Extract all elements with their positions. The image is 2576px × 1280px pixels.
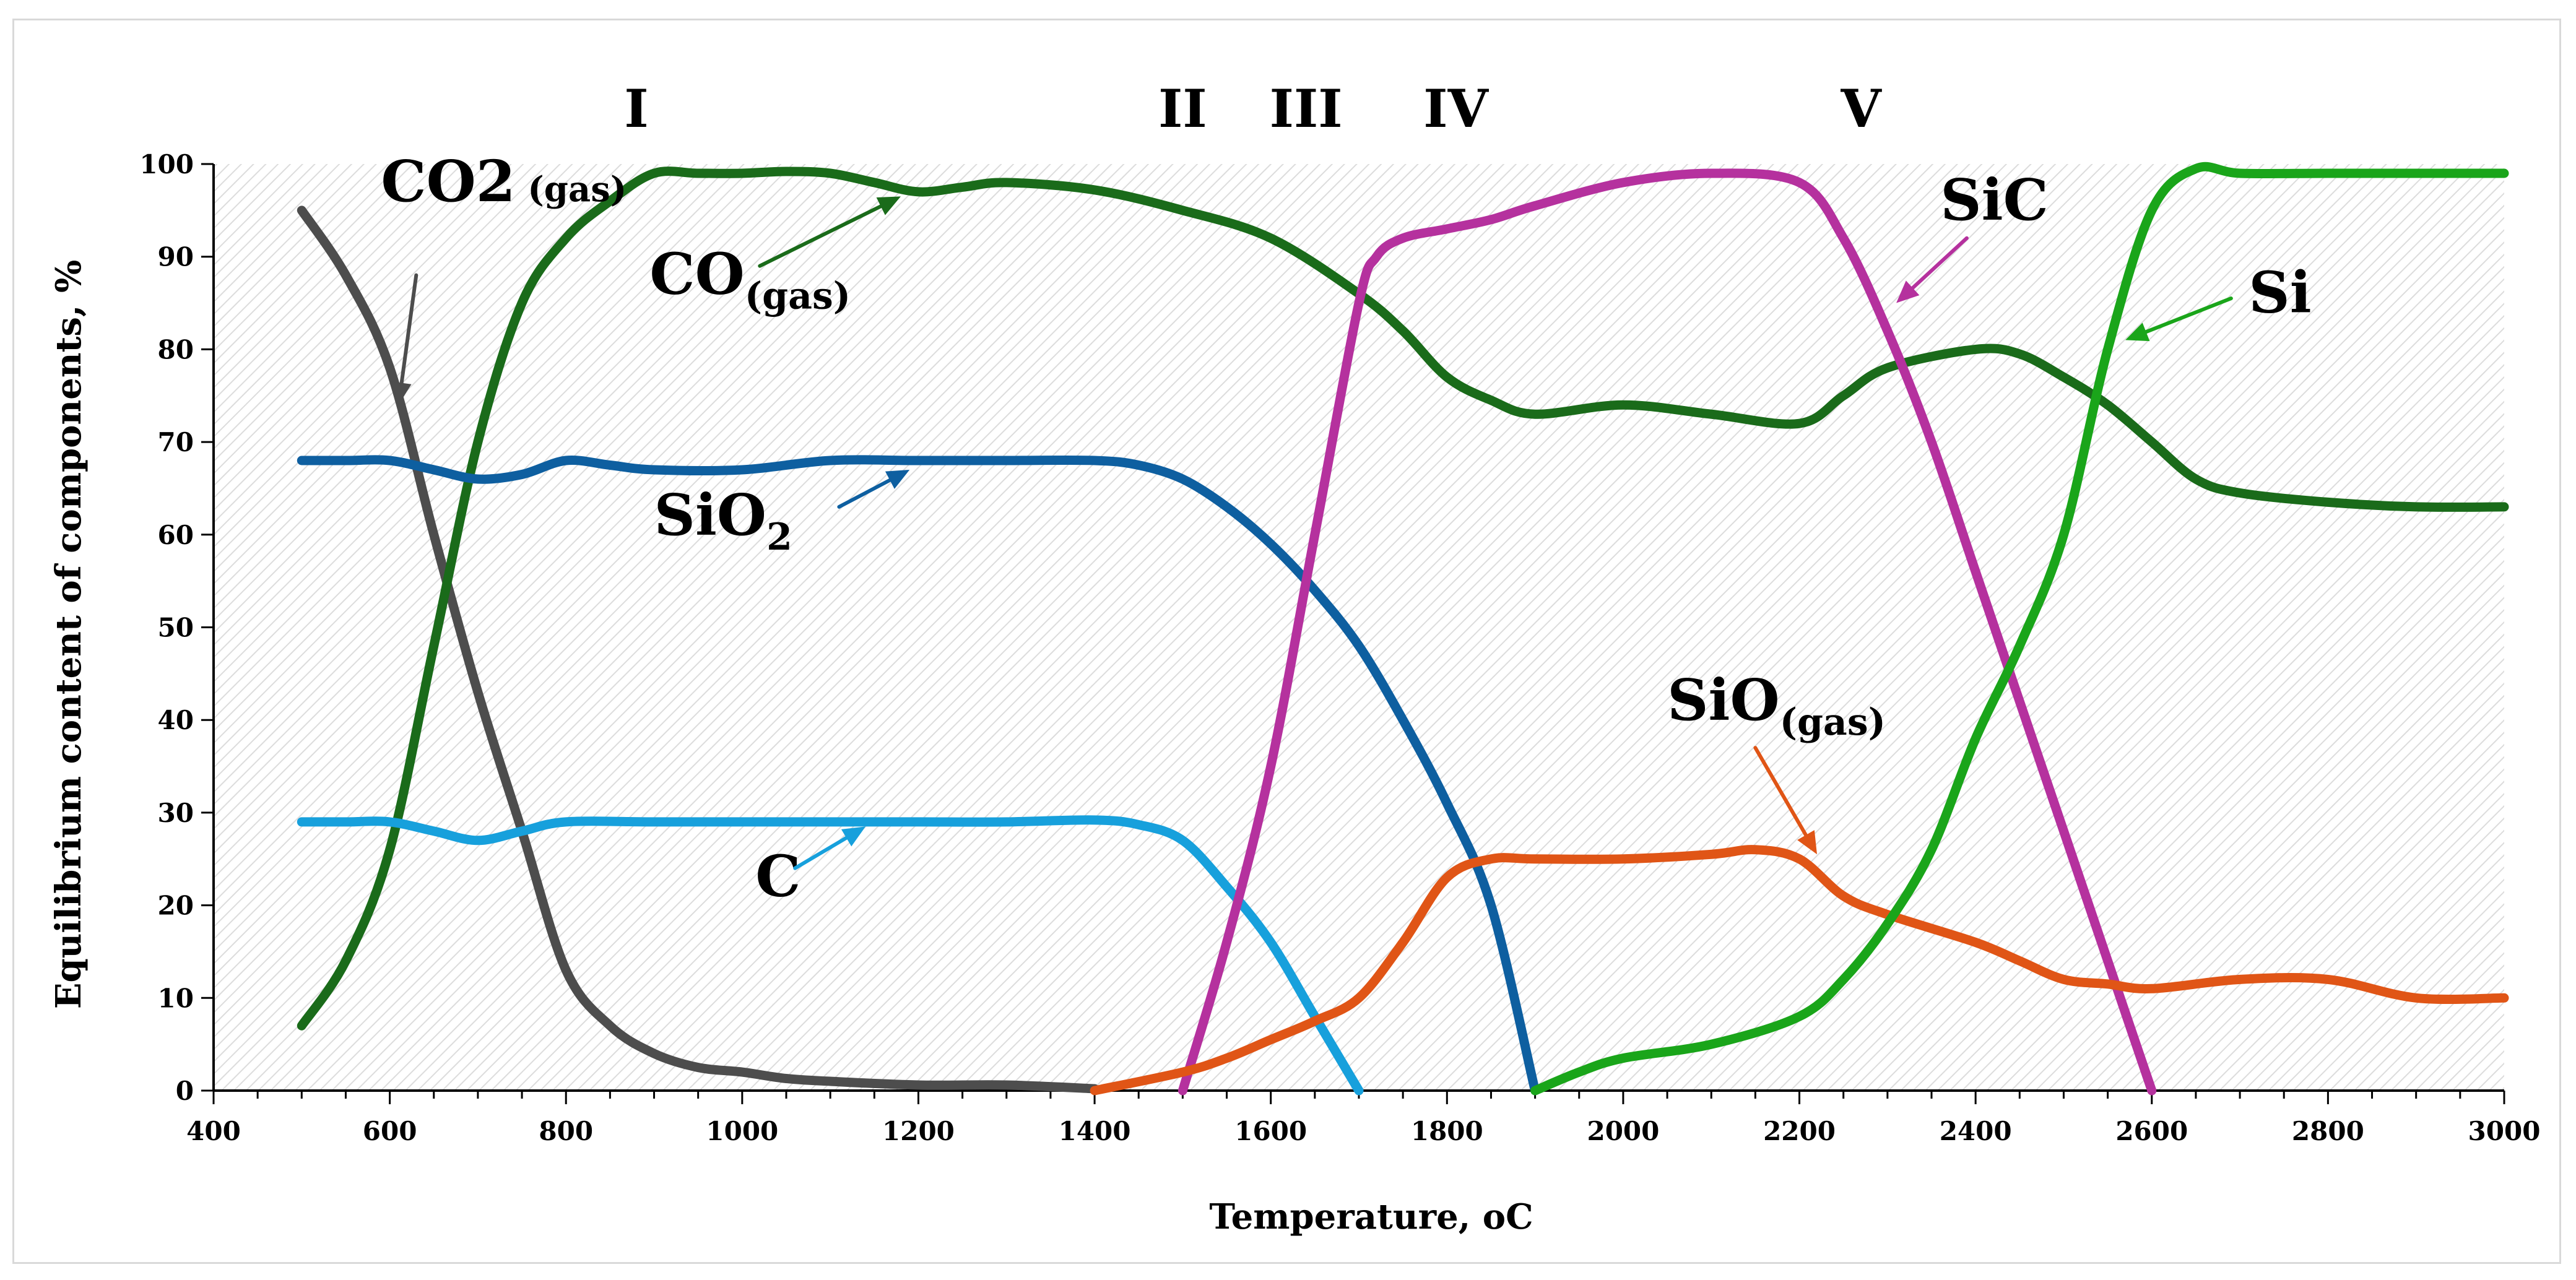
y-tick-label: 80 xyxy=(158,334,194,365)
x-tick-label: 1000 xyxy=(706,1116,778,1146)
x-tick-label: 400 xyxy=(186,1116,241,1146)
series-label-sio2: SiO2 xyxy=(654,482,792,559)
series-line-co-gas xyxy=(297,166,2509,1031)
x-axis-title-text: Temperature, xyxy=(1209,1196,1482,1237)
series-label-subscript: (gas) xyxy=(1780,701,1886,744)
y-tick-label: 70 xyxy=(158,427,194,457)
y-ticks: 0 10 20 30 40 50 60 70 80 90 100 xyxy=(139,149,214,1106)
series-label-main: SiO xyxy=(654,482,767,548)
series-label-main: SiO xyxy=(1667,667,1780,733)
arrow-shaft-si xyxy=(2144,296,2233,334)
stage-labels: I II III IV V xyxy=(624,78,1882,139)
series-label-si: Si xyxy=(2249,259,2311,326)
x-axis-unit: oC xyxy=(1483,1196,1533,1237)
y-tick-label: 10 xyxy=(158,983,194,1013)
x-tick-label: 3000 xyxy=(2468,1116,2541,1146)
x-ticks: 400 600 800 1000 1200 1400 1600 1800 2000 2200 240… xyxy=(186,1091,2540,1146)
x-tick-label: 800 xyxy=(539,1116,593,1146)
y-tick-label: 20 xyxy=(158,891,194,921)
series-line-sic xyxy=(1177,168,2157,1096)
stage-label-iv: IV xyxy=(1423,78,1489,139)
series-label-subscript: (gas) xyxy=(745,275,851,318)
axes: 400 600 800 1000 1200 1400 1600 1800 2000 2200 240… xyxy=(139,149,2540,1146)
x-tick-label: 1600 xyxy=(1234,1116,1307,1146)
arrow-shaft-sic xyxy=(1910,236,1969,290)
x-tick-label: 1200 xyxy=(882,1116,955,1146)
stage-label-iii: III xyxy=(1270,78,1343,139)
arrow-head-c xyxy=(841,826,866,847)
y-tick-label: 100 xyxy=(139,149,194,179)
arrow-shaft-sio2 xyxy=(837,478,892,509)
series-label-main: CO xyxy=(649,241,744,308)
y-tick-label: 0 xyxy=(176,1076,194,1106)
arrow-head-sic xyxy=(1896,280,1920,303)
x-tick-label: 2000 xyxy=(1587,1116,1659,1146)
arrow-head-sio-gas xyxy=(1797,830,1817,855)
series-line-co2-gas xyxy=(297,205,1099,1094)
series-label-co2-gas: CO2 (gas) xyxy=(381,148,627,215)
x-tick-label: 1800 xyxy=(1411,1116,1483,1146)
arrow-shaft-co2-gas xyxy=(399,273,418,385)
series-label-sic: SiC xyxy=(1940,166,2049,233)
arrow-shaft-co-gas xyxy=(758,204,883,268)
x-tick-label: 600 xyxy=(363,1116,417,1146)
series-line-sio2 xyxy=(297,455,1540,1096)
y-axis-title: Equilibrium content of components, % xyxy=(48,260,89,1009)
x-tick-label: 2600 xyxy=(2115,1116,2188,1146)
x-tick-label: 2800 xyxy=(2292,1116,2364,1146)
arrow-head-co2-gas xyxy=(391,381,412,405)
arrow-head-si xyxy=(2125,322,2150,342)
y-tick-label: 90 xyxy=(158,242,194,272)
series-label-co-gas: CO(gas) xyxy=(649,241,851,318)
arrow-head-sio2 xyxy=(885,470,910,489)
series-label-main: SiC xyxy=(1940,166,2049,233)
y-tick-label: 60 xyxy=(158,520,194,550)
series-label-subscript: (gas) xyxy=(516,169,627,210)
series-label-digit: 2 xyxy=(476,148,516,215)
arrow-shaft-c xyxy=(793,836,849,870)
arrow-shaft-sio-gas xyxy=(1753,746,1808,837)
arrow-head-co-gas xyxy=(876,196,901,215)
series-label-main: C xyxy=(755,843,800,910)
stage-label-i: I xyxy=(624,78,648,139)
y-tick-label: 30 xyxy=(158,798,194,828)
stage-label-v: V xyxy=(1841,78,1883,139)
series-line-si xyxy=(1530,162,2509,1096)
series-lines xyxy=(297,162,2509,1096)
series-line-sio-gas xyxy=(1090,845,2509,1096)
y-tick-label: 40 xyxy=(158,705,194,735)
x-tick-label: 2200 xyxy=(1763,1116,1836,1146)
y-tick-label: 50 xyxy=(158,613,194,643)
x-tick-label: 1400 xyxy=(1059,1116,1131,1146)
series-label-main: CO xyxy=(381,148,475,215)
x-tick-label: 2400 xyxy=(1940,1116,2012,1146)
stage-label-ii: II xyxy=(1158,78,1207,139)
series-label-main: Si xyxy=(2249,259,2311,326)
series-label-sio-gas: SiO(gas) xyxy=(1667,667,1886,744)
series-label-c: C xyxy=(755,843,800,910)
x-axis-title: Temperature, oC xyxy=(1209,1196,1533,1237)
series-label-subscript: 2 xyxy=(766,516,792,559)
